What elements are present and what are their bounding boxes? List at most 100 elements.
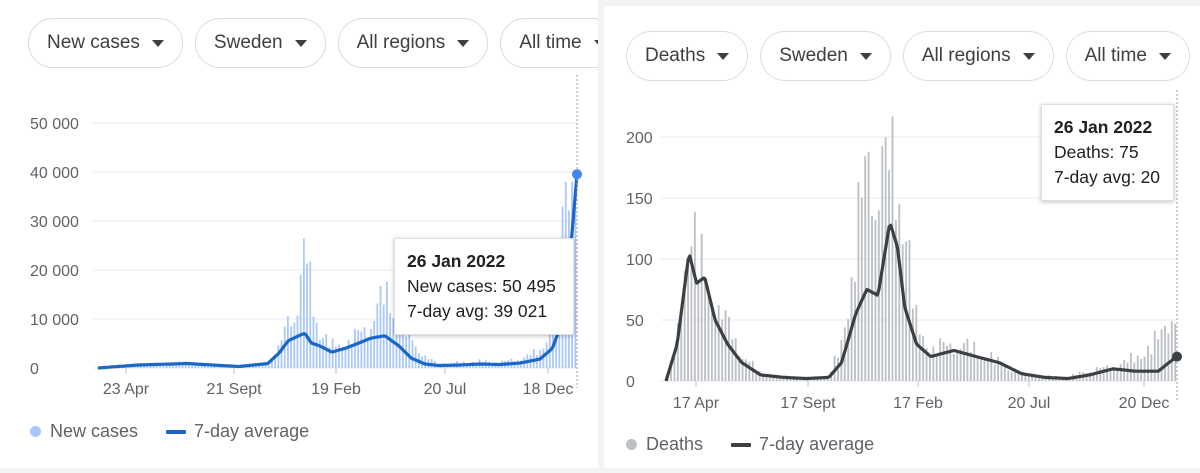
hover-point: [572, 169, 582, 180]
tooltip-avg-value: 7-day avg: 39 021: [407, 301, 548, 321]
time-range-dropdown[interactable]: All time: [1065, 31, 1190, 81]
data-bar: [748, 361, 751, 381]
data-bar: [271, 358, 273, 368]
filter-chips: New cases Sweden All regions All time: [28, 18, 598, 68]
data-bar: [411, 340, 414, 368]
data-bar: [738, 356, 741, 381]
tooltip-deaths-value: Deaths: 75: [1054, 142, 1139, 162]
region-dropdown[interactable]: All regions: [337, 18, 489, 68]
data-bar: [1003, 367, 1006, 381]
data-bar: [894, 220, 897, 381]
data-bar: [898, 203, 901, 381]
data-bar: [670, 360, 672, 381]
data-bar: [969, 351, 972, 381]
legend-line-label: 7-day average: [759, 434, 875, 454]
data-bar: [1007, 370, 1010, 381]
data-bar: [871, 215, 873, 381]
x-tick-label: 20 Dec: [1119, 395, 1170, 412]
data-bar: [768, 376, 771, 381]
data-bar: [338, 344, 340, 368]
data-bar: [191, 363, 194, 368]
data-bar: [901, 244, 904, 381]
data-bar: [1167, 333, 1170, 381]
data-bar: [891, 116, 894, 381]
data-bar: [918, 334, 921, 381]
data-bar: [290, 326, 292, 368]
data-bar: [707, 289, 710, 381]
data-bar: [1116, 368, 1119, 381]
data-bar: [366, 337, 369, 368]
data-bar: [309, 261, 312, 368]
y-tick-label: 50 000: [30, 116, 79, 133]
data-bar: [789, 378, 792, 381]
data-bar: [318, 339, 321, 368]
tooltip-date: 26 Jan 2022: [1054, 117, 1153, 137]
data-bar: [334, 346, 337, 368]
data-bar: [762, 374, 764, 381]
data-bar: [993, 364, 996, 381]
time-range-dropdown[interactable]: All time: [500, 18, 598, 68]
country-dropdown-label: Sweden: [779, 45, 848, 66]
data-bar: [966, 338, 969, 381]
legend-bars-label: New cases: [50, 421, 139, 441]
x-tick-label: 23 Apr: [103, 381, 150, 398]
average-line: [664, 223, 1178, 382]
data-bar: [676, 323, 679, 381]
time-range-dropdown-label: All time: [1084, 45, 1147, 66]
data-bar: [833, 355, 836, 381]
data-bar: [935, 353, 938, 381]
metric-dropdown[interactable]: New cases: [28, 18, 183, 68]
data-bar: [1092, 372, 1095, 381]
data-bar: [181, 363, 184, 368]
data-bar: [884, 137, 887, 381]
data-bar: [911, 308, 914, 381]
country-dropdown[interactable]: Sweden: [194, 18, 326, 68]
country-dropdown-label: Sweden: [213, 32, 283, 53]
legend-bar-swatch: [626, 439, 637, 450]
data-bar: [322, 337, 324, 368]
data-bar: [194, 363, 197, 368]
data-bar: [983, 357, 986, 381]
data-bar: [932, 346, 935, 381]
data-bar: [857, 182, 860, 381]
data-bar: [1150, 354, 1153, 381]
data-bar: [1119, 364, 1122, 381]
data-bar: [424, 355, 427, 368]
data-bar: [673, 356, 676, 381]
data-bar: [1014, 369, 1017, 381]
cases-chart[interactable]: 0 10 000 20 000 30 000 40 000 50 000 23 Apr 21 …: [0, 0, 598, 473]
data-bar: [683, 270, 686, 381]
data-bar: [854, 281, 856, 381]
data-bar: [928, 355, 931, 381]
cases-legend: New cases 7-day average: [30, 421, 309, 442]
metric-dropdown[interactable]: Deaths: [626, 31, 749, 81]
deaths-chart[interactable]: 0 50 100 150 200 17 Apr 17 Sept 17 Feb 20 Jul 20 …: [604, 0, 1200, 473]
data-bar: [1160, 329, 1163, 381]
x-tick-label: 19 Feb: [311, 381, 361, 398]
data-bar: [325, 334, 328, 368]
panel-divider: [598, 0, 604, 473]
data-bar: [1102, 367, 1105, 381]
data-bar: [341, 347, 344, 368]
data-bar: [704, 276, 707, 381]
x-tick-label: 18 Dec: [523, 381, 574, 398]
data-bar: [1164, 325, 1166, 381]
data-bar: [693, 211, 696, 381]
data-bar: [1034, 376, 1037, 381]
average-line: [97, 174, 579, 370]
data-bar: [700, 233, 703, 381]
data-bar: [976, 355, 979, 381]
region-dropdown[interactable]: All regions: [902, 31, 1054, 81]
data-bar: [734, 338, 737, 381]
data-bar: [261, 363, 264, 368]
data-bar: [1024, 372, 1027, 381]
tooltip-avg-value: 7-day avg: 20: [1054, 167, 1161, 187]
data-bar: [532, 348, 535, 368]
data-bar: [1000, 363, 1003, 381]
data-bar: [717, 305, 720, 381]
data-bar: [379, 286, 382, 368]
y-tick-label: 10 000: [30, 312, 79, 329]
data-bar: [140, 365, 142, 368]
country-dropdown[interactable]: Sweden: [760, 31, 891, 81]
cases-chart-panel: New cases Sweden All regions All time 0 1…: [0, 0, 598, 473]
